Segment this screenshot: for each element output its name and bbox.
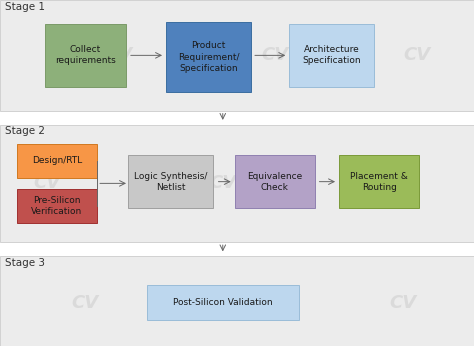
FancyBboxPatch shape [235,155,315,208]
FancyBboxPatch shape [17,189,97,223]
Text: CV: CV [389,294,417,312]
Text: CV: CV [105,46,132,64]
Text: Product
Requirement/
Specification: Product Requirement/ Specification [178,42,239,73]
Text: Architecture
Specification: Architecture Specification [302,45,361,65]
Text: Post-Silicon Validation: Post-Silicon Validation [173,298,273,307]
Text: CV: CV [247,294,274,312]
FancyBboxPatch shape [289,24,374,86]
Text: CV: CV [261,46,289,64]
Text: Equivalence
Check: Equivalence Check [247,172,302,192]
Text: CV: CV [72,294,99,312]
Text: CV: CV [375,174,402,192]
Text: CV: CV [403,46,431,64]
Text: CV: CV [209,174,237,192]
FancyBboxPatch shape [128,155,213,208]
Text: Logic Synthesis/
Netlist: Logic Synthesis/ Netlist [134,172,207,192]
Text: Pre-Silicon
Verification: Pre-Silicon Verification [31,196,82,216]
Text: Stage 1: Stage 1 [5,2,45,12]
FancyBboxPatch shape [0,125,474,242]
Text: Design/RTL: Design/RTL [32,156,82,165]
Text: Placement &
Routing: Placement & Routing [350,172,408,192]
Text: Stage 3: Stage 3 [5,258,45,268]
Text: CV: CV [34,174,61,192]
FancyBboxPatch shape [0,256,474,346]
Text: Stage 2: Stage 2 [5,126,45,136]
FancyBboxPatch shape [166,22,251,92]
Text: Collect
requirements: Collect requirements [55,45,116,65]
FancyBboxPatch shape [147,285,299,320]
FancyBboxPatch shape [0,0,474,111]
FancyBboxPatch shape [339,155,419,208]
FancyBboxPatch shape [17,144,97,178]
FancyBboxPatch shape [45,24,126,86]
